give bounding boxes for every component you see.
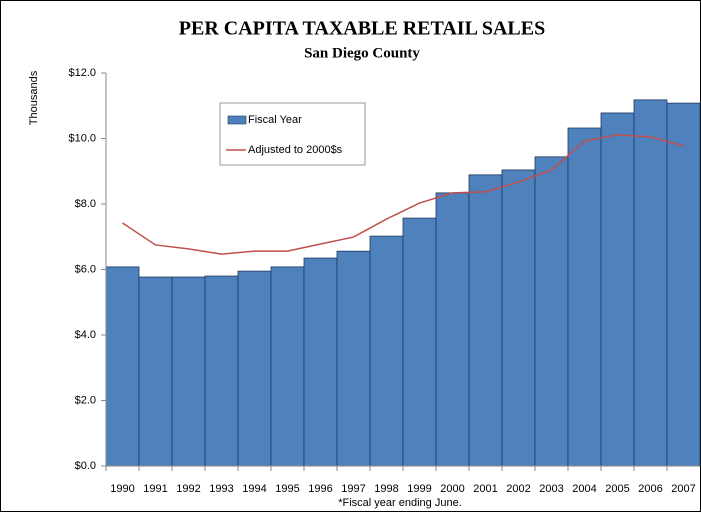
y-tick-label: $4.0 <box>75 329 96 341</box>
x-tick-label: 2001 <box>473 483 497 495</box>
x-tick-label: 1996 <box>308 483 332 495</box>
chart-subtitle: San Diego County <box>304 45 420 61</box>
y-tick-label: $6.0 <box>75 263 96 275</box>
y-axis-label: Thousands <box>28 70 40 125</box>
bar <box>435 192 470 467</box>
bar <box>534 156 569 467</box>
bar <box>336 250 371 467</box>
x-tick-label: 2004 <box>572 483 596 495</box>
bar <box>105 266 140 467</box>
legend-swatch <box>227 115 247 125</box>
x-tick-label: 1992 <box>176 483 200 495</box>
x-tick-label: 1991 <box>143 483 167 495</box>
bar <box>666 102 701 467</box>
bar <box>369 235 404 467</box>
legend-label: Adjusted to 2000$s <box>248 144 343 156</box>
legend-label: Fiscal Year <box>248 114 302 126</box>
bar <box>303 257 338 467</box>
bar <box>567 127 602 467</box>
x-tick-label: 2003 <box>539 483 563 495</box>
y-tick-label: $8.0 <box>75 198 96 210</box>
x-tick-label: 1995 <box>275 483 299 495</box>
y-tick-label: $12.0 <box>68 67 96 79</box>
x-tick-label: 1998 <box>374 483 398 495</box>
bar <box>270 266 305 467</box>
y-tick-label: $10.0 <box>68 132 96 144</box>
x-tick-label: 1999 <box>407 483 431 495</box>
y-tick-label: $2.0 <box>75 394 96 406</box>
x-tick-label: 1990 <box>110 483 134 495</box>
bar <box>402 217 437 467</box>
x-tick-label: 1994 <box>242 483 266 495</box>
x-tick-label: 1993 <box>209 483 233 495</box>
x-tick-label: 2007 <box>671 483 695 495</box>
line <box>122 134 684 255</box>
bar <box>138 276 173 467</box>
bar <box>204 275 239 467</box>
x-tick-label: 1997 <box>341 483 365 495</box>
x-tick-label: 2000 <box>440 483 464 495</box>
bar <box>600 112 635 467</box>
bar <box>171 276 206 467</box>
legend-box <box>219 102 366 166</box>
bar <box>633 99 668 467</box>
bar <box>237 270 272 467</box>
x-tick-label: 2005 <box>605 483 629 495</box>
x-tick-label: 2006 <box>638 483 662 495</box>
y-tick-label: $0.0 <box>75 460 96 472</box>
x-tick-label: 2002 <box>506 483 530 495</box>
chart-title: PER CAPITA TAXABLE RETAIL SALES <box>179 18 545 40</box>
footnote: *Fiscal year ending June. <box>338 497 462 509</box>
bar <box>468 174 503 467</box>
bar <box>501 169 536 467</box>
